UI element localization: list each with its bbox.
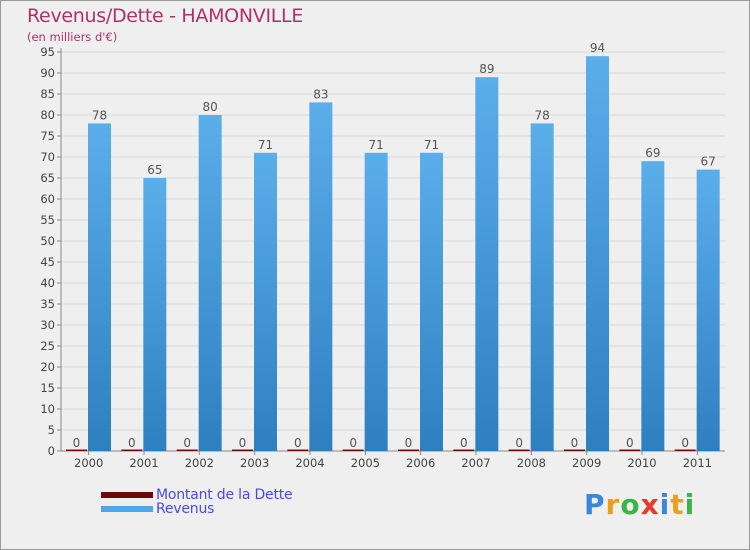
data-label-revenus: 71 (369, 138, 384, 152)
bar-dette (232, 449, 253, 451)
x-tick-label: 2002 (185, 456, 214, 470)
bar-dette (287, 449, 309, 451)
data-label-dette: 0 (626, 436, 634, 450)
y-tick-label: 25 (40, 339, 55, 353)
y-tick-label: 35 (40, 297, 55, 311)
data-label-revenus: 71 (258, 138, 273, 152)
bar-dette (398, 449, 419, 451)
y-tick-label: 30 (40, 318, 55, 332)
logo-letter: i (684, 488, 696, 521)
bar-revenus (586, 56, 609, 451)
data-label-dette: 0 (239, 436, 247, 450)
logo-letter: P (584, 488, 606, 521)
data-label-revenus: 78 (92, 108, 107, 122)
bar-dette (619, 449, 641, 451)
x-tick-label: 2007 (461, 456, 490, 470)
x-tick-label: 2001 (129, 456, 158, 470)
x-tick-label: 2008 (517, 456, 546, 470)
logo-letter: i (659, 488, 671, 521)
y-tick-label: 15 (40, 381, 55, 395)
y-tick-label: 60 (40, 192, 55, 206)
logo-letter: t (670, 488, 685, 521)
y-tick-label: 50 (40, 234, 55, 248)
proxiti-logo: Proxiti (584, 488, 695, 521)
data-label-dette: 0 (571, 436, 579, 450)
y-tick-label: 85 (40, 87, 55, 101)
data-label-revenus: 83 (313, 87, 328, 101)
bar-revenus (198, 115, 222, 451)
data-label-revenus: 89 (479, 62, 494, 76)
bar-revenus (143, 178, 167, 451)
data-label-dette: 0 (73, 436, 81, 450)
y-tick-label: 10 (40, 402, 55, 416)
data-label-revenus: 65 (147, 163, 162, 177)
bar-dette (674, 449, 696, 451)
y-tick-label: 55 (40, 213, 55, 227)
x-tick-label: 2003 (240, 456, 269, 470)
x-tick-label: 2006 (406, 456, 435, 470)
y-tick-label: 90 (40, 66, 55, 80)
legend-item-dette: Montant de la Dette (101, 487, 293, 503)
data-label-dette: 0 (349, 436, 357, 450)
x-tick-label: 2010 (627, 456, 656, 470)
bar-revenus (530, 123, 554, 452)
data-label-dette: 0 (681, 436, 689, 450)
data-label-dette: 0 (128, 436, 136, 450)
bar-revenus (88, 123, 111, 452)
legend-swatch-dette (101, 492, 153, 498)
chart-title: Revenus/Dette - HAMONVILLE (27, 5, 304, 27)
bar-revenus (420, 152, 443, 452)
y-tick-label: 80 (40, 108, 55, 122)
y-tick-label: 5 (48, 423, 55, 437)
y-tick-label: 75 (40, 129, 55, 143)
data-label-dette: 0 (515, 436, 523, 450)
bar-revenus (696, 169, 720, 451)
data-label-dette: 0 (183, 436, 191, 450)
bar-dette (66, 449, 87, 451)
legend-item-revenus: Revenus (101, 501, 214, 517)
bar-dette (121, 449, 143, 451)
logo-letter: o (620, 488, 641, 521)
data-label-revenus: 69 (645, 146, 660, 160)
x-tick-label: 2011 (683, 456, 712, 470)
bar-dette (564, 449, 585, 451)
data-label-revenus: 71 (424, 138, 439, 152)
data-label-revenus: 80 (203, 100, 218, 114)
logo-letter: x (640, 488, 660, 521)
bar-revenus (364, 152, 388, 452)
y-tick-label: 20 (40, 360, 55, 374)
y-tick-label: 40 (40, 276, 55, 290)
bar-revenus (475, 77, 499, 451)
data-label-revenus: 78 (535, 108, 550, 122)
y-tick-label: 45 (40, 255, 55, 269)
bar-dette (508, 449, 530, 451)
y-tick-label: 95 (40, 45, 55, 59)
x-tick-label: 2005 (351, 456, 380, 470)
logo-letter: r (605, 488, 621, 521)
data-label-revenus: 67 (701, 155, 716, 169)
bar-dette (342, 449, 364, 451)
bar-revenus (254, 152, 277, 452)
data-label-dette: 0 (460, 436, 468, 450)
x-tick-label: 2000 (74, 456, 103, 470)
legend-swatch-revenus (101, 506, 153, 512)
y-tick-label: 70 (40, 150, 55, 164)
chart-subtitle: (en milliers d'€) (27, 30, 118, 44)
y-tick-label: 0 (48, 444, 55, 458)
y-tick-label: 65 (40, 171, 55, 185)
legend-label-dette: Montant de la Dette (156, 487, 293, 503)
data-label-revenus: 94 (590, 41, 605, 55)
bar-revenus (641, 161, 665, 451)
legend-label-revenus: Revenus (156, 501, 215, 517)
bar-revenus (309, 102, 333, 452)
x-tick-label: 2009 (572, 456, 601, 470)
bar-dette (453, 449, 475, 451)
data-label-dette: 0 (294, 436, 302, 450)
x-tick-label: 2004 (295, 456, 324, 470)
data-label-dette: 0 (405, 436, 413, 450)
bar-dette (176, 449, 198, 451)
